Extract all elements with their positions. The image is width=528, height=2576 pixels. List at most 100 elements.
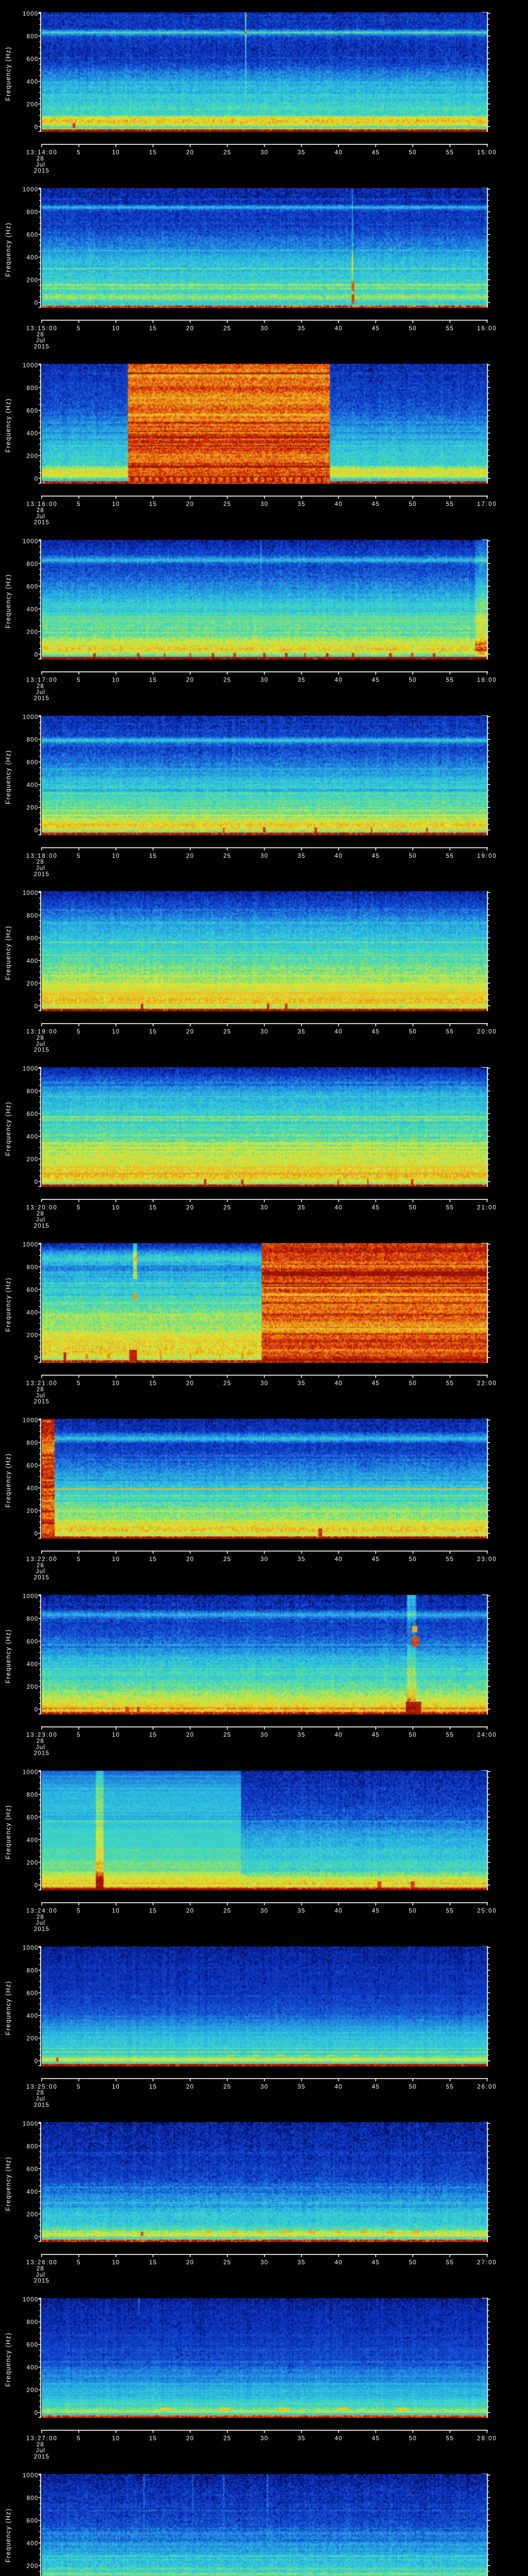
svg-text:800: 800: [27, 1968, 39, 1974]
svg-text:0: 0: [35, 476, 39, 482]
svg-text:30: 30: [260, 2435, 268, 2442]
svg-text:55: 55: [446, 2260, 454, 2266]
svg-text:20: 20: [186, 2084, 194, 2090]
svg-text:13:15:00: 13:15:00: [26, 326, 58, 332]
svg-text:50: 50: [409, 1205, 417, 1211]
svg-text:0: 0: [35, 1004, 39, 1010]
svg-text:55: 55: [446, 326, 454, 332]
svg-text:400: 400: [27, 79, 39, 85]
svg-text:30: 30: [260, 677, 268, 683]
svg-text:30: 30: [260, 326, 268, 332]
svg-text:45: 45: [372, 1556, 380, 1563]
svg-text:50: 50: [409, 2084, 417, 2090]
svg-text:40: 40: [335, 501, 342, 507]
svg-text:1000: 1000: [23, 1418, 38, 1424]
svg-text:1000: 1000: [23, 1242, 38, 1248]
svg-text:0: 0: [35, 1707, 39, 1713]
svg-text:5: 5: [77, 2435, 81, 2442]
svg-text:600: 600: [27, 2166, 39, 2173]
svg-text:45: 45: [372, 150, 380, 156]
svg-text:40: 40: [335, 677, 342, 683]
svg-text:0: 0: [35, 2410, 39, 2416]
svg-text:20: 20: [186, 1381, 194, 1387]
svg-text:Jul: Jul: [36, 514, 45, 520]
svg-text:20: 20: [186, 501, 194, 507]
svg-text:Frequency (Hz): Frequency (Hz): [5, 750, 12, 804]
svg-text:20:00: 20:00: [477, 1029, 497, 1035]
svg-text:400: 400: [27, 1837, 39, 1843]
svg-text:800: 800: [27, 1792, 39, 1798]
svg-text:40: 40: [335, 1732, 342, 1738]
svg-text:22:00: 22:00: [477, 1381, 497, 1387]
svg-text:600: 600: [27, 1463, 39, 1469]
svg-text:45: 45: [372, 1029, 380, 1035]
svg-text:600: 600: [27, 56, 39, 62]
svg-text:45: 45: [372, 2435, 380, 2442]
svg-text:15: 15: [149, 677, 157, 683]
svg-text:28: 28: [37, 2090, 44, 2096]
svg-text:0: 0: [35, 652, 39, 658]
svg-text:0: 0: [35, 2059, 39, 2065]
svg-text:2015: 2015: [34, 871, 50, 877]
svg-text:5: 5: [77, 853, 81, 859]
svg-text:5: 5: [77, 2084, 81, 2090]
svg-text:Frequency (Hz): Frequency (Hz): [5, 222, 12, 277]
svg-text:28: 28: [37, 859, 44, 866]
svg-text:55: 55: [446, 2435, 454, 2442]
svg-text:13:25:00: 13:25:00: [26, 2084, 58, 2090]
svg-text:600: 600: [27, 760, 39, 766]
svg-text:800: 800: [27, 2496, 39, 2502]
svg-text:800: 800: [27, 210, 39, 216]
svg-text:50: 50: [409, 150, 417, 156]
svg-text:45: 45: [372, 2084, 380, 2090]
svg-text:0: 0: [35, 124, 39, 130]
svg-text:30: 30: [260, 1205, 268, 1211]
svg-text:400: 400: [27, 958, 39, 964]
svg-text:800: 800: [27, 385, 39, 392]
svg-text:35: 35: [298, 1908, 305, 1914]
svg-text:28: 28: [37, 1211, 44, 1217]
svg-text:35: 35: [298, 501, 305, 507]
svg-text:55: 55: [446, 1908, 454, 1914]
svg-text:15:00: 15:00: [477, 150, 497, 156]
svg-text:5: 5: [77, 1908, 81, 1914]
svg-text:20: 20: [186, 1732, 194, 1738]
svg-text:55: 55: [446, 1029, 454, 1035]
svg-text:10: 10: [112, 1029, 120, 1035]
svg-text:28: 28: [37, 1914, 44, 1920]
svg-text:600: 600: [27, 1287, 39, 1293]
svg-text:20: 20: [186, 326, 194, 332]
svg-text:18:00: 18:00: [477, 677, 497, 683]
svg-text:Frequency (Hz): Frequency (Hz): [5, 1629, 12, 1684]
svg-text:800: 800: [27, 1440, 39, 1447]
svg-text:45: 45: [372, 1732, 380, 1738]
svg-text:800: 800: [27, 737, 39, 743]
svg-text:200: 200: [27, 101, 39, 108]
svg-text:25: 25: [223, 853, 231, 859]
svg-text:28: 28: [37, 1035, 44, 1041]
svg-text:10: 10: [112, 1556, 120, 1563]
svg-text:30: 30: [260, 1556, 268, 1563]
svg-text:55: 55: [446, 1732, 454, 1738]
svg-text:13:17:00: 13:17:00: [26, 677, 58, 683]
svg-text:40: 40: [335, 1029, 342, 1035]
svg-text:20: 20: [186, 677, 194, 683]
svg-text:40: 40: [335, 853, 342, 859]
svg-text:10: 10: [112, 150, 120, 156]
svg-text:17:00: 17:00: [477, 501, 497, 507]
svg-text:40: 40: [335, 150, 342, 156]
svg-text:10: 10: [112, 1908, 120, 1914]
svg-text:15: 15: [149, 1381, 157, 1387]
svg-text:5: 5: [77, 677, 81, 683]
svg-text:13:16:00: 13:16:00: [26, 501, 58, 507]
svg-text:200: 200: [27, 629, 39, 635]
svg-text:55: 55: [446, 1556, 454, 1563]
svg-text:1000: 1000: [23, 187, 38, 193]
svg-text:Frequency (Hz): Frequency (Hz): [5, 1453, 12, 1507]
svg-text:2015: 2015: [34, 1574, 50, 1581]
svg-text:5: 5: [77, 2260, 81, 2266]
svg-text:13:26:00: 13:26:00: [26, 2260, 58, 2266]
svg-text:800: 800: [27, 913, 39, 919]
svg-text:30: 30: [260, 2084, 268, 2090]
svg-text:5: 5: [77, 1381, 81, 1387]
